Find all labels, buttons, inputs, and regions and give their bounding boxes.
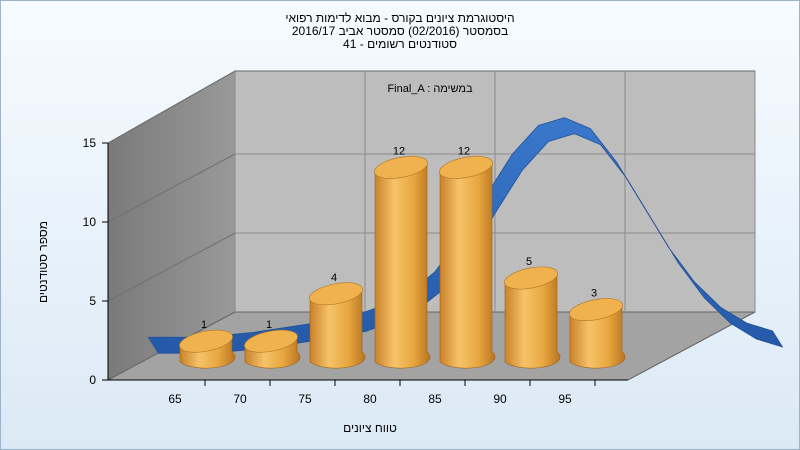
chart-title-line-2: בסמסטר (02/2016) סמסטר אביב 2016/17 xyxy=(291,24,509,38)
x-tick-label: 65 xyxy=(168,392,182,406)
x-axis-label: טווח ציונים xyxy=(343,421,397,435)
x-tick-label: 70 xyxy=(233,392,247,406)
bar-top xyxy=(504,266,558,290)
bar-body xyxy=(309,288,366,369)
data-label: 3 xyxy=(591,288,597,300)
data-label: 1 xyxy=(201,319,207,331)
data-label: 12 xyxy=(458,145,470,157)
bar-top xyxy=(309,282,363,306)
data-label: 12 xyxy=(393,145,405,157)
bar-70 xyxy=(244,329,301,369)
task-label: Final_A : במשימה xyxy=(387,83,473,95)
chart-title-line-1: היסטוגרמת ציונים בקורס - מבוא לדימות רפו… xyxy=(285,11,515,25)
bar-65 xyxy=(179,329,236,369)
bar-85 xyxy=(439,156,496,369)
bar-75 xyxy=(309,282,366,369)
bar-top xyxy=(439,156,493,179)
x-tick-label: 85 xyxy=(428,392,442,406)
gridlines xyxy=(107,71,756,312)
bar-top xyxy=(569,298,623,321)
bar-95 xyxy=(569,298,626,369)
x-tick-label: 95 xyxy=(558,392,572,406)
data-labels-layer: 1 1 4 12 12 5 3 xyxy=(201,145,597,331)
bar-body xyxy=(504,272,561,369)
y-tick-label: 0 xyxy=(89,373,96,387)
data-label: 1 xyxy=(266,319,272,331)
chart-title-line-3: סטודנטים רשומים - 41 xyxy=(343,37,457,51)
bar-top xyxy=(374,156,428,179)
bar-90 xyxy=(504,266,561,369)
bar-body xyxy=(374,162,431,369)
data-label: 5 xyxy=(526,256,532,268)
y-tick-label: 10 xyxy=(83,215,97,229)
y-axis-label: מספר סטודנטים xyxy=(36,221,50,303)
gridline-side xyxy=(107,232,236,302)
x-tick-label: 90 xyxy=(493,392,507,406)
bar-top xyxy=(179,329,233,353)
gridline-side xyxy=(107,153,236,223)
x-tick-label: 80 xyxy=(363,392,377,406)
bars-layer xyxy=(179,156,626,369)
bar-80 xyxy=(374,156,431,369)
x-tick-label: 75 xyxy=(298,392,312,406)
bar-body xyxy=(439,162,496,369)
y-tick-label: 15 xyxy=(83,136,97,150)
y-tick-label: 5 xyxy=(89,294,96,308)
data-label: 4 xyxy=(331,272,337,284)
bar-top xyxy=(244,329,298,353)
